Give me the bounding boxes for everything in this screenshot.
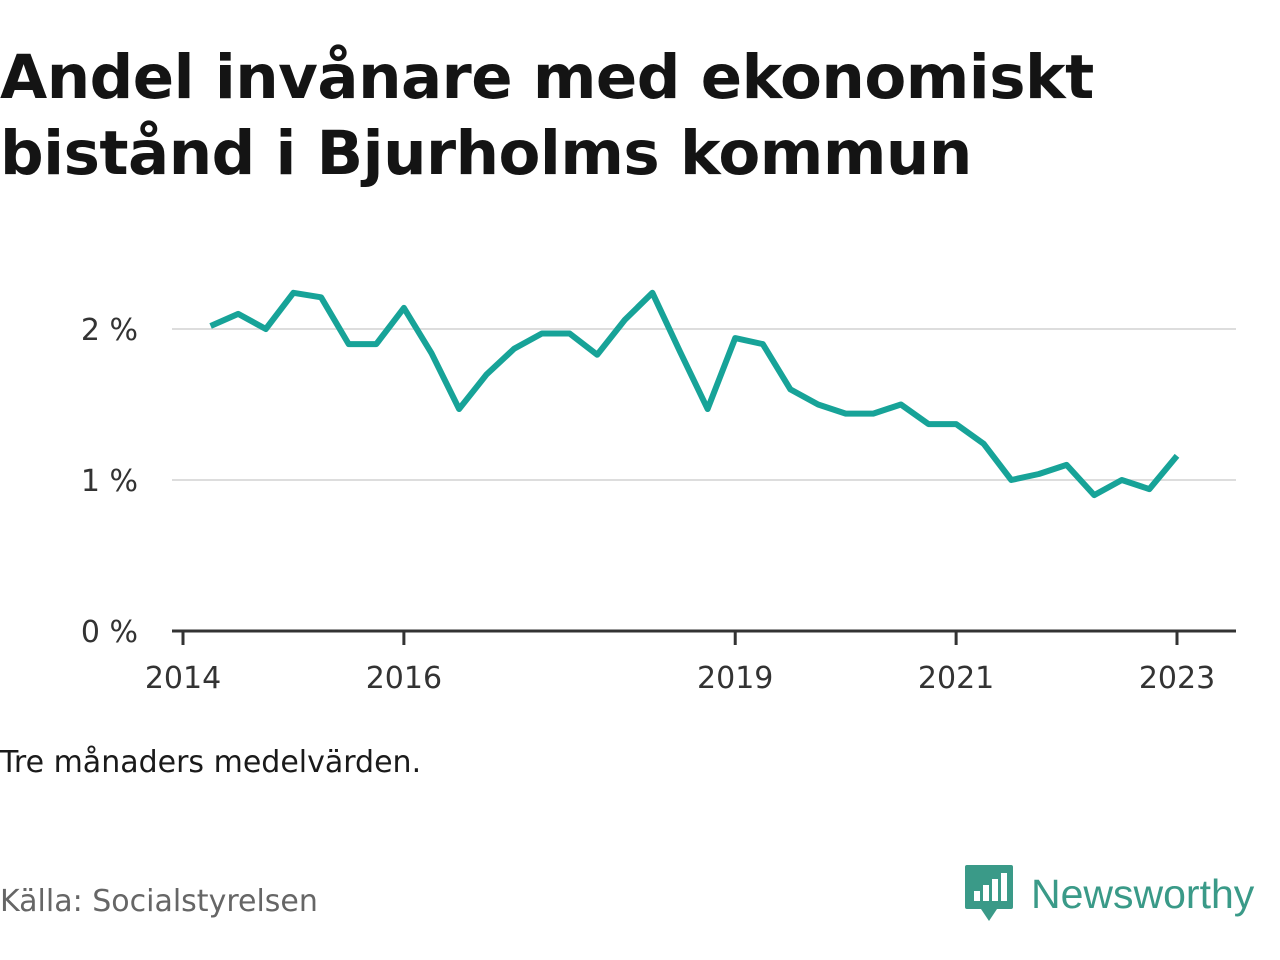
x-tick-label-2014: 2014: [145, 661, 221, 696]
x-tick-label-2016: 2016: [366, 661, 442, 696]
series-line-0: [209, 289, 1180, 499]
x-axis: 2014 2016 2019 2021 2023: [145, 629, 1236, 696]
brand-logo: Newsworthy: [963, 862, 1254, 926]
y-axis: 0 % 1 % 2 %: [81, 313, 138, 650]
x-tick-label-2021: 2021: [918, 661, 994, 696]
chart-title: Andel invånare med ekonomiskt bistånd i …: [0, 42, 1094, 189]
newsworthy-logo-icon: [965, 865, 1013, 921]
brand-name: Newsworthy: [1031, 870, 1255, 917]
y-tick-label-1: 1 %: [81, 464, 138, 499]
grid-lines: [172, 328, 1236, 481]
y-tick-label-0: 0 %: [81, 615, 138, 650]
line-chart: 0 % 1 % 2 % 2014 2016 2019 2021 2023: [81, 289, 1236, 696]
x-tick-label-2019: 2019: [697, 661, 773, 696]
series-layer: [209, 289, 1180, 499]
chart-note: Tre månaders medelvärden.: [0, 745, 422, 780]
y-tick-label-2: 2 %: [81, 313, 138, 348]
source-label: Källa: Socialstyrelsen: [0, 884, 318, 919]
x-tick-label-2023: 2023: [1139, 661, 1215, 696]
